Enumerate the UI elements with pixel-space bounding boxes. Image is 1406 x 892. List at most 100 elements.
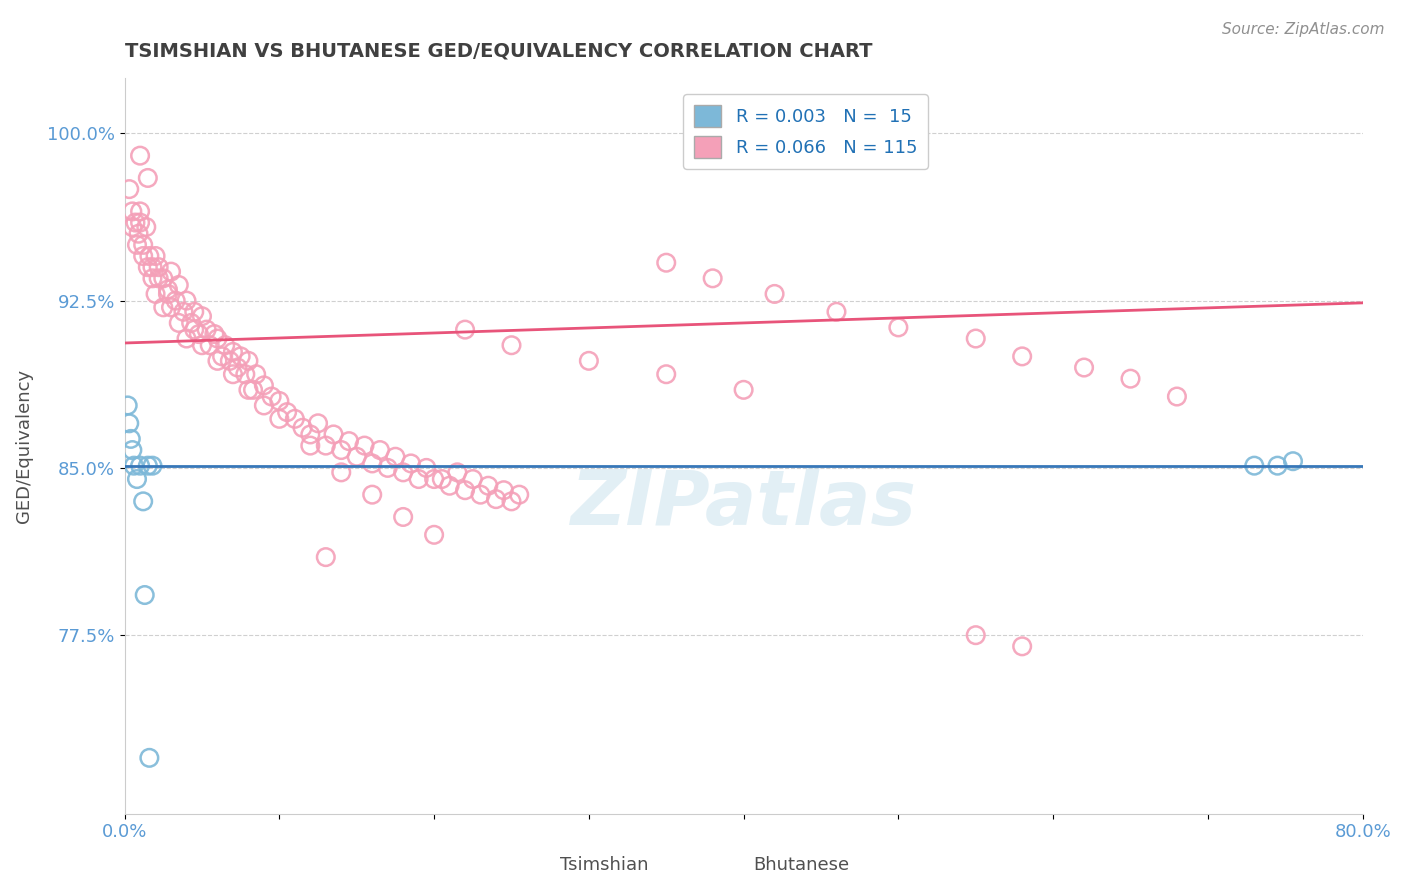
Point	[238, 354, 260, 368]
Point	[120, 432, 142, 446]
Point	[454, 323, 477, 337]
Point	[253, 378, 276, 392]
Point	[125, 238, 148, 252]
Point	[229, 350, 252, 364]
Point	[284, 412, 307, 426]
Point	[1073, 360, 1095, 375]
Point	[361, 488, 384, 502]
Point	[392, 466, 415, 480]
Point	[180, 316, 202, 330]
Point	[183, 323, 205, 337]
Point	[167, 278, 190, 293]
Point	[117, 399, 139, 413]
Text: Bhutanese: Bhutanese	[754, 856, 849, 874]
Point	[145, 287, 167, 301]
Point	[136, 458, 159, 473]
Point	[392, 510, 415, 524]
Point	[299, 427, 322, 442]
Point	[141, 271, 163, 285]
Point	[299, 439, 322, 453]
Point	[141, 260, 163, 275]
Point	[1011, 350, 1033, 364]
Point	[485, 492, 508, 507]
Point	[423, 472, 446, 486]
Point	[134, 588, 156, 602]
Point	[1011, 640, 1033, 654]
Point	[195, 323, 218, 337]
Point	[156, 283, 179, 297]
Point	[121, 443, 143, 458]
Point	[160, 265, 183, 279]
Text: TSIMSHIAN VS BHUTANESE GED/EQUIVALENCY CORRELATION CHART: TSIMSHIAN VS BHUTANESE GED/EQUIVALENCY C…	[125, 42, 872, 61]
Point	[330, 466, 353, 480]
Point	[655, 256, 678, 270]
Point	[135, 220, 157, 235]
Point	[763, 287, 786, 301]
Point	[307, 417, 329, 431]
Point	[124, 216, 146, 230]
Point	[125, 472, 148, 486]
Point	[132, 238, 155, 252]
Point	[1267, 458, 1289, 473]
Point	[136, 171, 159, 186]
Point	[148, 271, 170, 285]
Point	[132, 249, 155, 263]
Text: Tsimshian: Tsimshian	[561, 856, 648, 874]
Point	[141, 458, 163, 473]
Point	[1243, 458, 1265, 473]
Point	[408, 472, 430, 486]
Point	[176, 332, 198, 346]
Point	[430, 472, 453, 486]
Point	[322, 427, 344, 442]
Point	[183, 305, 205, 319]
Point	[315, 439, 337, 453]
Point	[218, 354, 240, 368]
Point	[361, 457, 384, 471]
Point	[454, 483, 477, 498]
Point	[187, 327, 209, 342]
Point	[165, 293, 187, 308]
Point	[702, 271, 724, 285]
Point	[226, 360, 249, 375]
Point	[501, 338, 523, 352]
Point	[191, 310, 214, 324]
Point	[238, 383, 260, 397]
Point	[207, 354, 229, 368]
Point	[129, 204, 152, 219]
Point	[128, 227, 150, 241]
Point	[825, 305, 848, 319]
Point	[233, 368, 256, 382]
Point	[461, 472, 484, 486]
Point	[176, 293, 198, 308]
Point	[1119, 372, 1142, 386]
Point	[211, 350, 233, 364]
Point	[118, 182, 141, 196]
Point	[384, 450, 406, 464]
Point	[415, 461, 437, 475]
Point	[269, 412, 291, 426]
Point	[253, 399, 276, 413]
Point	[245, 368, 267, 382]
Point	[965, 332, 987, 346]
Point	[291, 421, 314, 435]
Point	[492, 483, 515, 498]
Point	[242, 383, 264, 397]
Point	[121, 220, 143, 235]
Point	[399, 457, 422, 471]
Y-axis label: GED/Equivalency: GED/Equivalency	[15, 368, 32, 523]
Point	[138, 751, 160, 765]
Point	[470, 488, 492, 502]
Point	[145, 249, 167, 263]
Point	[202, 327, 225, 342]
Point	[156, 287, 179, 301]
Point	[1282, 454, 1305, 468]
Point	[508, 488, 530, 502]
Point	[152, 301, 174, 315]
Point	[129, 458, 152, 473]
Point	[167, 316, 190, 330]
Point	[118, 417, 141, 431]
Point	[578, 354, 600, 368]
Point	[276, 405, 298, 419]
Point	[439, 479, 461, 493]
Point	[477, 479, 499, 493]
